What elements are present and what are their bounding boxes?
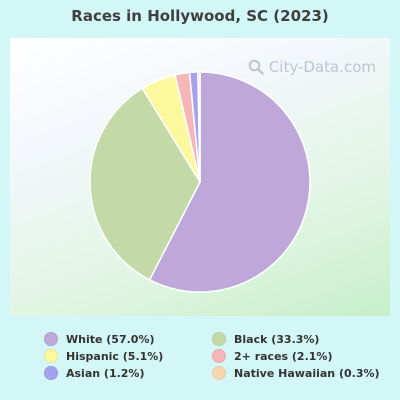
watermark-text: City-Data.com bbox=[268, 58, 376, 76]
legend-swatch bbox=[212, 366, 226, 380]
pie-slice-white bbox=[148, 71, 311, 293]
legend-swatch bbox=[212, 332, 226, 346]
legend-label: Native Hawaiian (0.3%) bbox=[234, 366, 380, 380]
chart-title: Races in Hollywood, SC (2023) bbox=[71, 7, 329, 25]
legend-label: Black (33.3%) bbox=[234, 332, 320, 346]
watermark: City-Data.com bbox=[248, 58, 376, 76]
legend-label: White (57.0%) bbox=[66, 332, 155, 346]
legend-item: Black (33.3%) bbox=[212, 332, 319, 346]
magnifier-icon bbox=[248, 59, 264, 75]
legend-swatch bbox=[44, 366, 58, 380]
legend-label: Hispanic (5.1%) bbox=[66, 349, 164, 363]
legend-item: Hispanic (5.1%) bbox=[44, 349, 163, 363]
legend-item: White (57.0%) bbox=[44, 332, 155, 346]
legend-item: Native Hawaiian (0.3%) bbox=[212, 366, 380, 380]
legend-swatch bbox=[44, 349, 58, 363]
legend-label: 2+ races (2.1%) bbox=[234, 349, 333, 363]
pie-slice-native-hawaiian bbox=[197, 71, 201, 183]
legend-item: 2+ races (2.1%) bbox=[212, 349, 332, 363]
legend-item: Asian (1.2%) bbox=[44, 366, 144, 380]
legend-label: Asian (1.2%) bbox=[66, 366, 145, 380]
legend-swatch bbox=[212, 349, 226, 363]
pie-chart bbox=[89, 71, 311, 293]
pie-slice-black bbox=[89, 87, 201, 281]
legend-swatch bbox=[44, 332, 58, 346]
chart-panel: City-Data.com bbox=[10, 38, 390, 316]
